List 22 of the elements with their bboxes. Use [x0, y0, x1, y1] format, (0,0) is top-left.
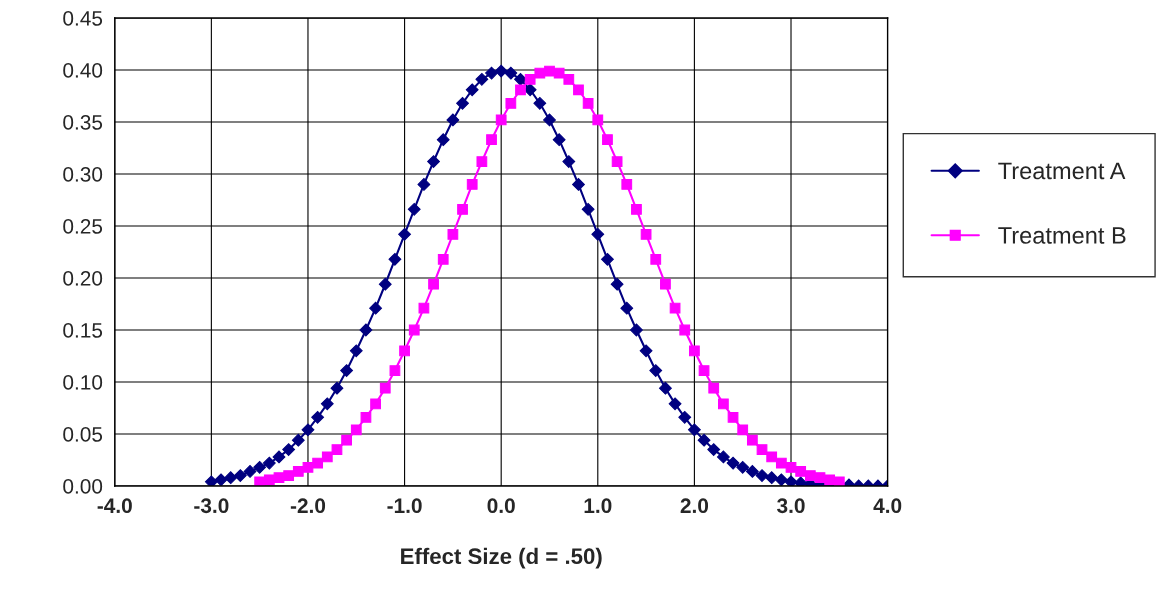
y-tick-label: 0.10	[63, 375, 103, 390]
x-tick-label: -4.0	[97, 498, 132, 514]
y-tick-label: 0.40	[63, 63, 103, 78]
y-tick-label: 0.05	[63, 427, 103, 442]
x-tick-label: 1.0	[584, 498, 612, 514]
y-tick-label: 0.45	[63, 11, 103, 26]
x-tick-label: 2.0	[680, 498, 709, 514]
y-tick-label: 0.15	[63, 323, 103, 338]
y-tick-label: 0.00	[63, 479, 103, 494]
x-tick-label: -3.0	[194, 498, 229, 514]
x-tick-label: 4.0	[873, 498, 902, 514]
x-tick-label: 0.0	[487, 498, 515, 514]
y-tick-label: 0.20	[63, 271, 103, 286]
y-tick-label: 0.30	[63, 167, 103, 182]
y-tick-label: 0.25	[63, 219, 103, 234]
x-tick-label: -1.0	[387, 498, 422, 514]
x-axis-title: Effect Size (d = .50)	[401, 547, 602, 569]
legend-label: Treatment B	[998, 227, 1126, 244]
y-tick-label: 0.35	[63, 115, 103, 130]
x-tick-label: 3.0	[777, 498, 805, 514]
x-tick-label: -2.0	[290, 498, 326, 514]
legend-label: Treatment A	[998, 162, 1126, 180]
